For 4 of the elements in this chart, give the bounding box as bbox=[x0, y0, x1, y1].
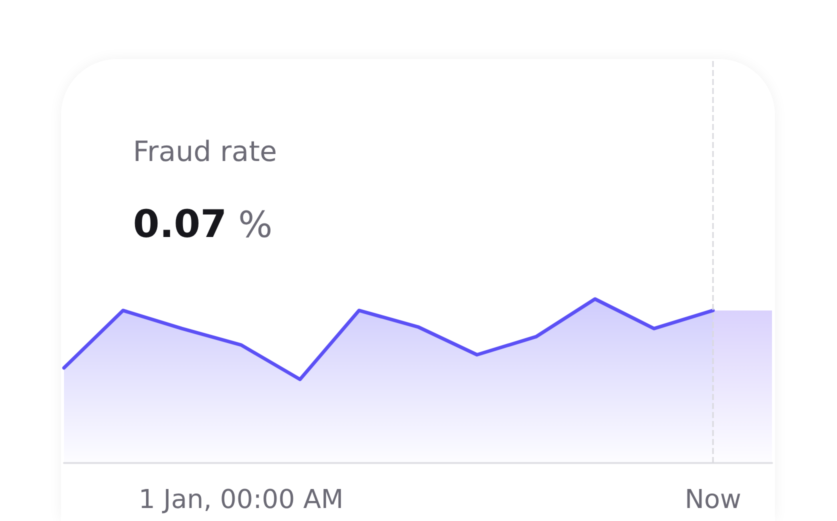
chart-subtitle: 0.07 % bbox=[133, 202, 272, 246]
x-tick-label: Now bbox=[684, 485, 742, 515]
x-tick-label: 1 Jan, 00:00 AM bbox=[138, 485, 344, 515]
chart-title: Fraud rate bbox=[133, 135, 278, 168]
